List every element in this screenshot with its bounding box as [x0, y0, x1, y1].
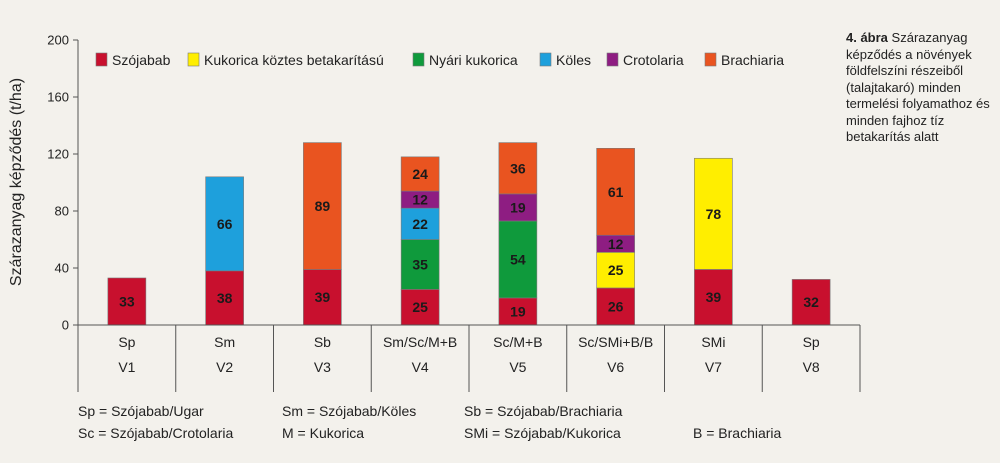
bar-segment — [596, 287, 635, 326]
x-category-label: Sm/Sc/M+B — [383, 334, 457, 350]
bar-value-label: 36 — [510, 160, 526, 176]
bar-segment — [400, 156, 440, 192]
bar-segment — [694, 157, 733, 270]
legend-label: Nyári kukorica — [429, 52, 518, 68]
x-variant-label: V4 — [412, 359, 429, 375]
bar-value-label: 89 — [315, 198, 331, 214]
bar-value-label: 33 — [119, 293, 135, 309]
x-variant-label: V3 — [314, 359, 331, 375]
bar-segment — [498, 297, 538, 326]
bar-value-label: 25 — [412, 299, 428, 315]
abbreviation-entry: SMi = Szójabab/Kukorica — [464, 425, 621, 441]
legend-swatch — [704, 52, 717, 67]
legend-swatch — [606, 52, 619, 67]
y-tick-label: 0 — [62, 318, 69, 333]
figure-caption: 4. ábra Szárazanyag képződés a növények … — [846, 30, 996, 146]
bar-value-label: 26 — [608, 298, 624, 314]
bar-value-label: 66 — [217, 216, 233, 232]
bar-value-label: 61 — [608, 184, 624, 200]
x-variant-label: V5 — [509, 359, 526, 375]
x-variant-label: V1 — [118, 359, 135, 375]
bar-segment — [791, 279, 831, 326]
bar-value-label: 12 — [412, 192, 428, 208]
legend-label: Crotolaria — [623, 52, 684, 68]
bar-value-label: 19 — [510, 303, 526, 319]
bar-segment — [694, 269, 733, 326]
figure-caption-text: Szárazanyag képződés a növények földfels… — [846, 30, 990, 144]
x-axis: Sp V1 Sm V2 Sb V3 Sm/Sc/M+B V4 Sc/M+B V5 Sc/SMi+B/… — [77, 324, 861, 392]
bar-value-label: 39 — [706, 289, 722, 305]
x-variant-label: V7 — [705, 359, 722, 375]
y-axis-label: Szárazanyag képződés (t/ha) — [8, 78, 25, 286]
y-tick-label: 80 — [55, 204, 69, 219]
legend-label: Szójabab — [112, 52, 171, 68]
bar-segment — [596, 252, 635, 289]
figure-caption-number: 4. ábra — [846, 30, 888, 45]
bar-value-label: 38 — [217, 290, 233, 306]
x-category-label: Sp — [118, 334, 135, 350]
abbreviation-entry: Sb = Szójabab/Brachiaria — [464, 403, 623, 419]
y-tick-label: 200 — [47, 33, 69, 48]
x-category-label: Sp — [803, 334, 820, 350]
bar-segment — [205, 270, 244, 326]
bar-value-label: 32 — [803, 294, 819, 310]
x-variant-label: V8 — [803, 359, 820, 375]
bar-segment — [205, 176, 244, 272]
bar-segment — [400, 207, 440, 240]
legend-label: Brachiaria — [721, 52, 784, 68]
abbreviation-entry: B = Brachiaria — [693, 425, 782, 441]
legend-swatch — [412, 52, 425, 67]
y-axis: 0 40 80 120 160 200 — [47, 33, 79, 333]
x-category-label: Sm — [214, 334, 235, 350]
bar-segment — [303, 269, 342, 326]
x-category-label: Sc/SMi+B/B — [578, 334, 653, 350]
y-tick-label: 40 — [55, 261, 69, 276]
legend-swatch — [95, 52, 108, 67]
bars: 33 38 66 39 89 25 35 22 12 24 19 54 19 36 26 25 12 61 39 78… — [107, 142, 831, 326]
bar-segment — [498, 220, 538, 299]
bar-segment — [303, 142, 342, 270]
bar-value-label: 35 — [412, 256, 428, 272]
bar-segment — [400, 239, 440, 290]
bar-value-label: 24 — [412, 166, 428, 182]
abbreviation-entry: Sc = Szójabab/Crotolaria — [78, 425, 233, 441]
x-variant-label: V6 — [607, 359, 624, 375]
legend-swatch — [187, 52, 200, 67]
x-category-label: Sc/M+B — [493, 334, 542, 350]
x-category-label: SMi — [701, 334, 725, 350]
abbreviation-entry: Sp = Szójabab/Ugar — [78, 403, 204, 419]
bar-value-label: 19 — [510, 199, 526, 215]
abbreviation-key: Sp = Szójabab/Ugar Sc = Szójabab/Crotolar… — [78, 403, 782, 441]
bar-value-label: 12 — [608, 236, 624, 252]
legend-label: Kukorica köztes betakarítású — [204, 52, 384, 68]
bar-segment — [400, 289, 440, 326]
legend-swatch — [539, 52, 552, 67]
bar-value-label: 22 — [412, 216, 428, 232]
legend: Szójabab Kukorica köztes betakarítású Nyár… — [95, 52, 784, 68]
bar-segment — [596, 148, 635, 236]
x-variant-label: V2 — [216, 359, 233, 375]
y-tick-label: 120 — [47, 147, 69, 162]
legend-label: Köles — [556, 52, 591, 68]
x-category-label: Sb — [314, 334, 331, 350]
bar-value-label: 25 — [608, 262, 624, 278]
abbreviation-entry: Sm = Szójabab/Köles — [282, 403, 416, 419]
bar-value-label: 78 — [706, 206, 722, 222]
bar-value-label: 39 — [315, 289, 331, 305]
y-tick-label: 160 — [47, 90, 69, 105]
abbreviation-entry: M = Kukorica — [282, 425, 364, 441]
bar-value-label: 54 — [510, 251, 526, 267]
bar-segment — [498, 142, 538, 195]
